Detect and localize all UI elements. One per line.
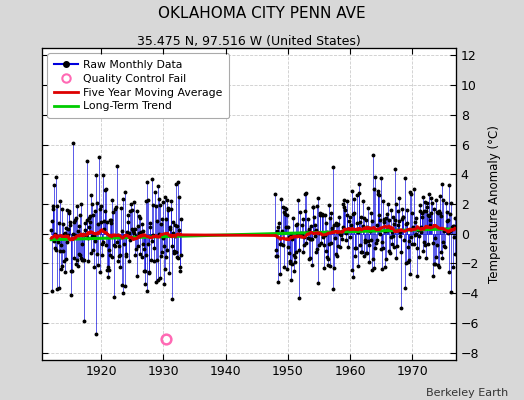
Y-axis label: Temperature Anomaly (°C): Temperature Anomaly (°C) [487, 125, 500, 283]
Legend: Raw Monthly Data, Quality Control Fail, Five Year Moving Average, Long-Term Tren: Raw Monthly Data, Quality Control Fail, … [47, 54, 229, 118]
Text: OKLAHOMA CITY PENN AVE: OKLAHOMA CITY PENN AVE [158, 6, 366, 21]
Title: 35.475 N, 97.516 W (United States): 35.475 N, 97.516 W (United States) [137, 35, 361, 48]
Text: Berkeley Earth: Berkeley Earth [426, 388, 508, 398]
